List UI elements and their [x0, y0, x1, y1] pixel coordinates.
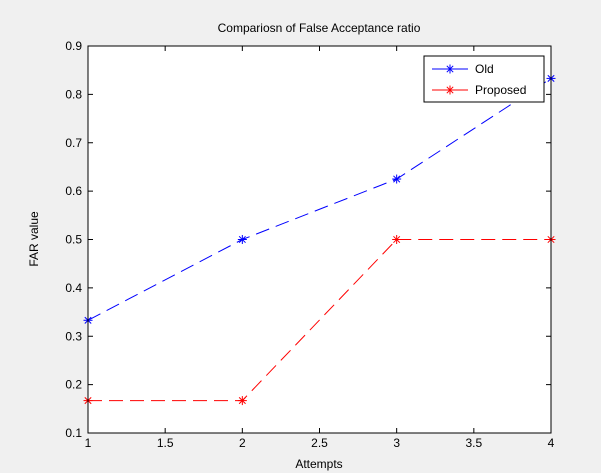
axis-ticks: 1 1.5 2 2.5 3 3.5 4 0.1 0.2 0.3 0.4 0.5 0.6 0.7 0.8 0.9 — [65, 39, 554, 450]
x-tick-label: 2.5 — [311, 436, 328, 450]
series-proposed — [83, 235, 556, 406]
y-tick-label: 0.4 — [65, 281, 82, 295]
series-line-old — [87, 77, 552, 321]
y-tick-label: 0.3 — [65, 329, 82, 343]
data-point-old — [237, 235, 247, 244]
x-axis-label: Attempts — [295, 457, 342, 471]
y-tick-label: 0.1 — [65, 426, 82, 440]
legend-entries: Old Proposed — [432, 62, 526, 97]
legend-label-old: Old — [475, 62, 494, 76]
x-tick-label: 1 — [85, 436, 92, 450]
data-point-old — [392, 174, 402, 184]
y-axis-label: FAR value — [27, 211, 41, 267]
legend: Old Proposed — [423, 55, 545, 103]
x-tick-label: 3.5 — [465, 436, 482, 450]
y-tick-label: 0.5 — [65, 233, 82, 247]
y-tick-label: 0.2 — [65, 378, 82, 392]
y-tick-label: 0.9 — [65, 39, 82, 53]
plot-frame — [87, 45, 552, 434]
series-old — [83, 73, 556, 325]
legend-box — [423, 55, 545, 103]
legend-label-proposed: Proposed — [475, 83, 526, 97]
legend-entry-old: Old — [432, 62, 494, 76]
x-tick-label: 2 — [239, 436, 246, 450]
data-point-proposed — [237, 396, 247, 406]
x-tick-label: 1.5 — [157, 436, 174, 450]
legend-marker-old — [445, 64, 455, 74]
data-point-proposed — [392, 235, 402, 244]
y-tick-label: 0.7 — [65, 136, 82, 150]
legend-marker-proposed — [445, 85, 455, 95]
x-tick-label: 3 — [393, 436, 400, 450]
x-tick-label: 4 — [548, 436, 555, 450]
y-tick-label: 0.8 — [65, 87, 82, 101]
y-tick-label: 0.6 — [65, 184, 82, 198]
series-line-proposed — [88, 239, 551, 402]
series-layer — [83, 73, 556, 406]
chart-title: Compariosn of False Acceptance ratio — [218, 21, 421, 35]
legend-entry-proposed: Proposed — [432, 83, 526, 97]
